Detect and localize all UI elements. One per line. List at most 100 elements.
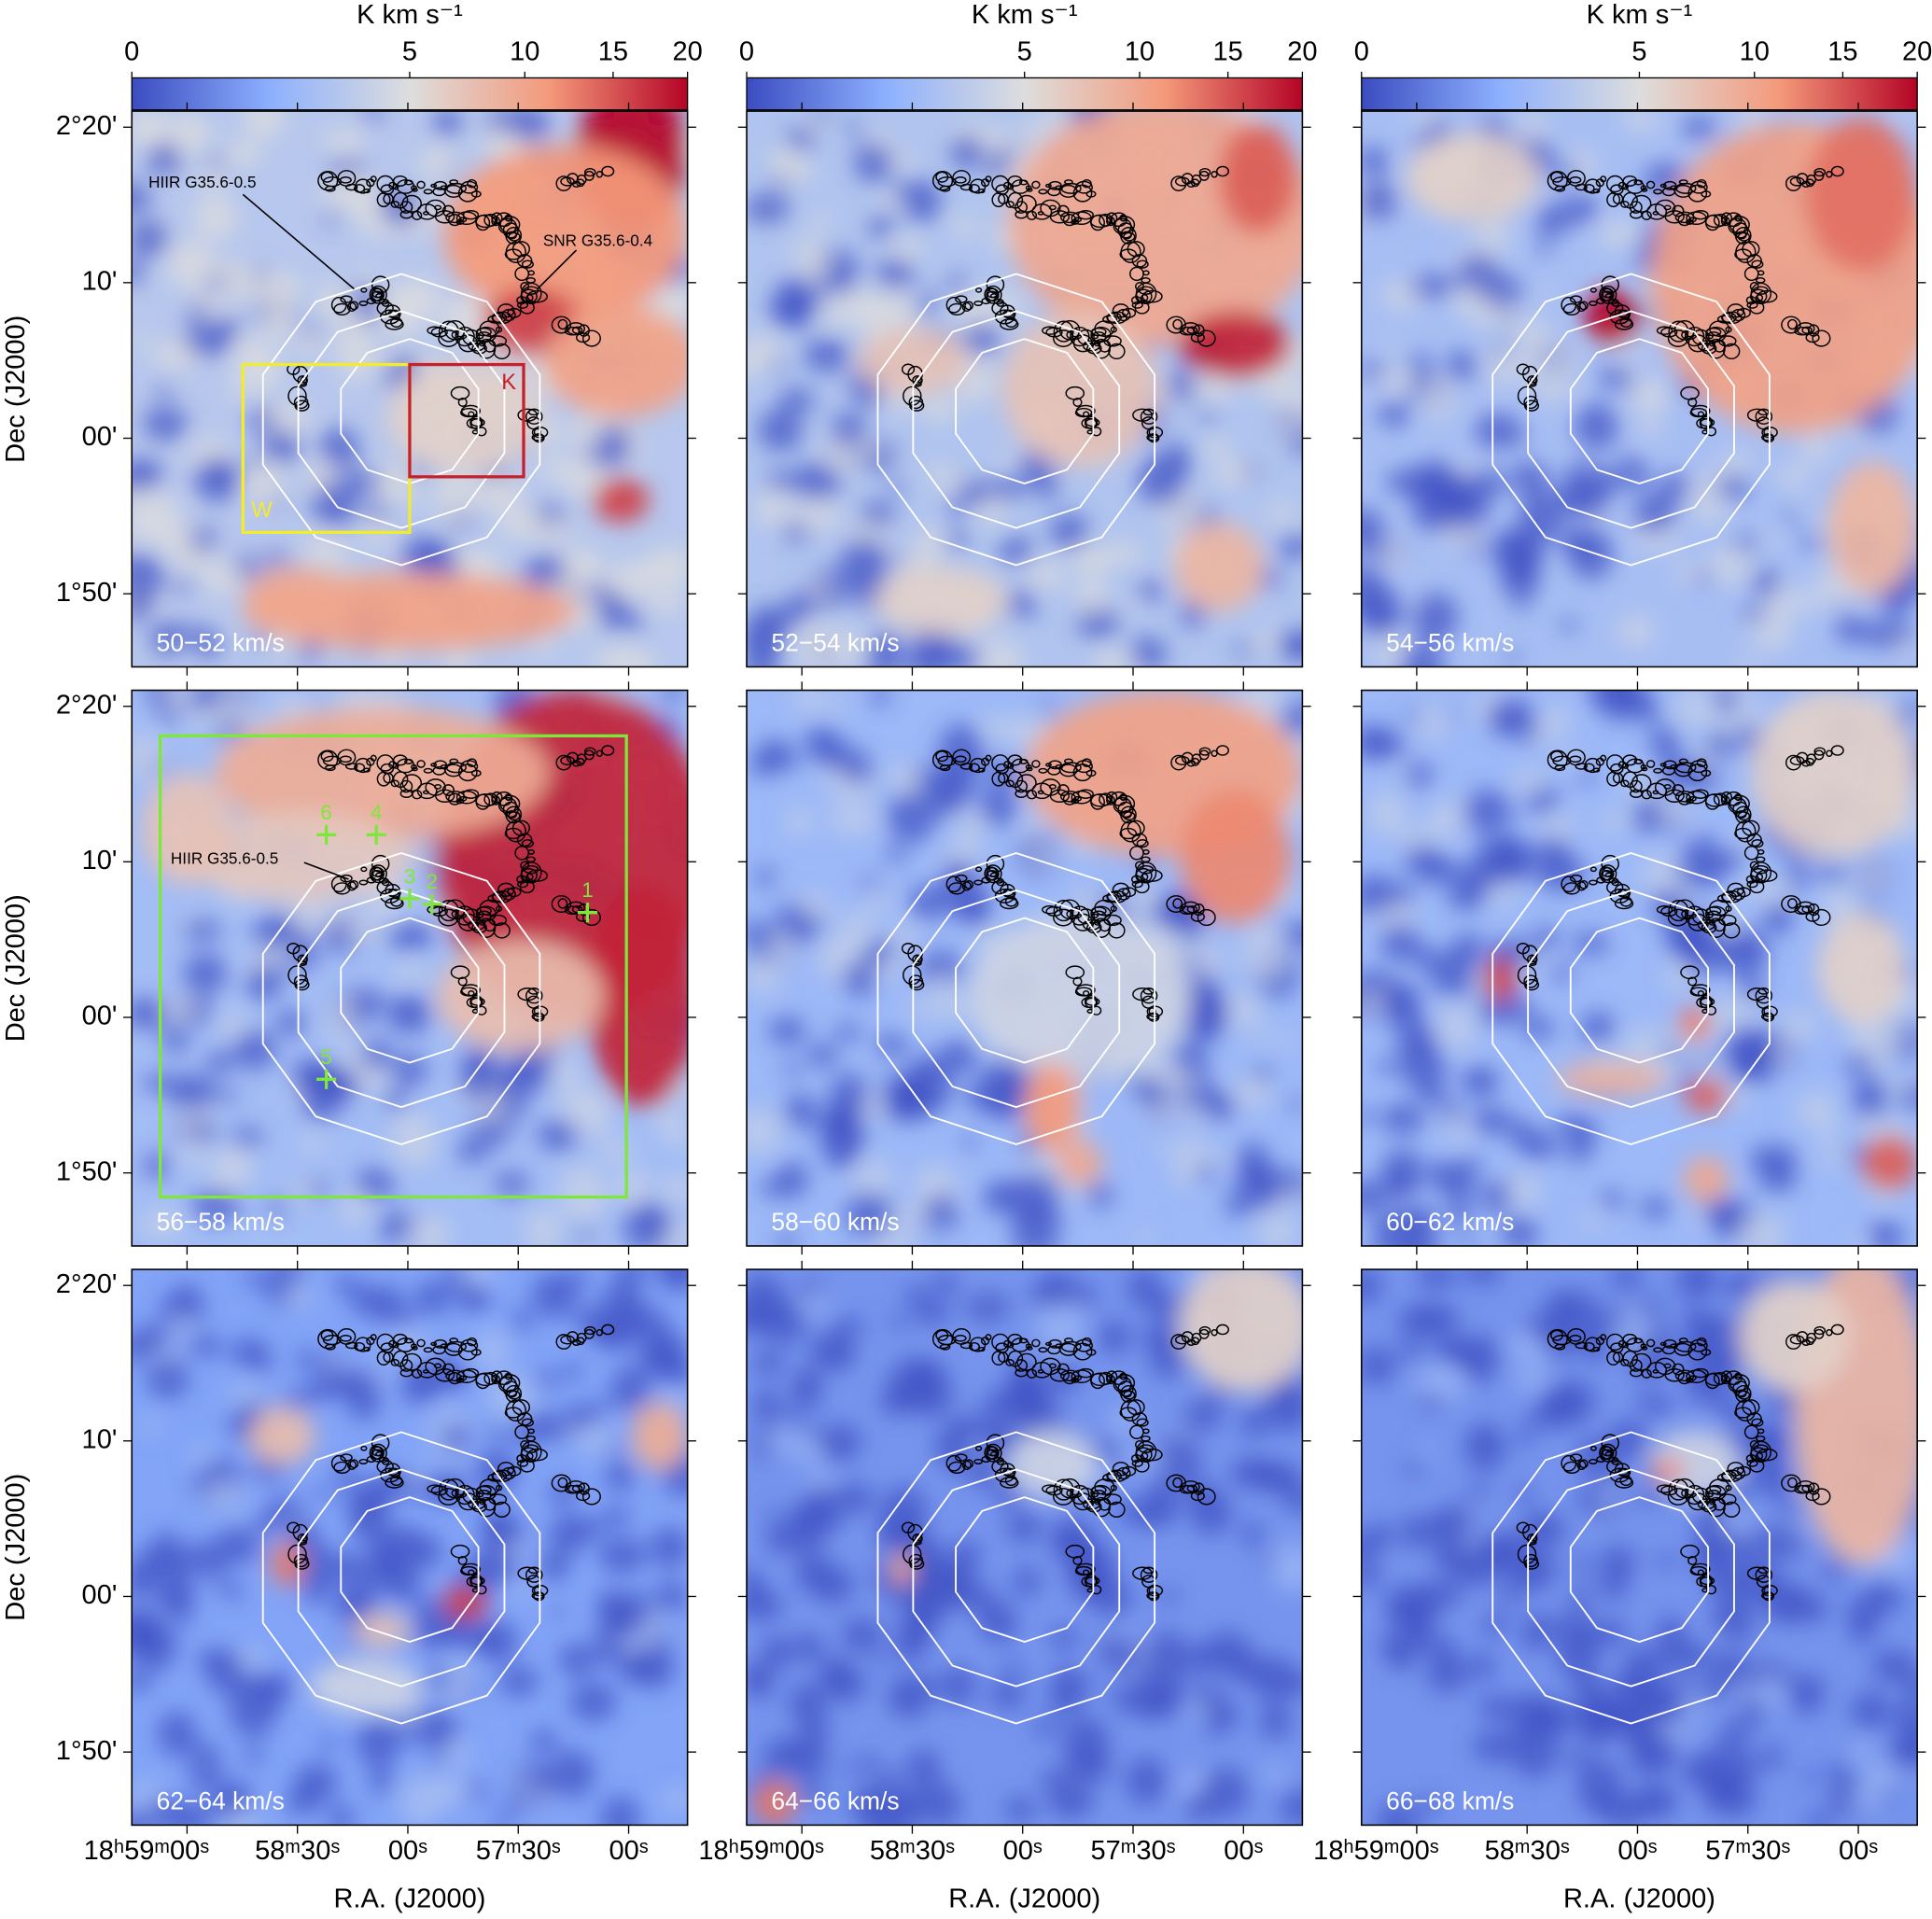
contour (488, 914, 508, 927)
map-noise (458, 1058, 497, 1103)
map-noise (1233, 641, 1256, 656)
map-noise (1123, 1499, 1168, 1529)
map-noise (1224, 1192, 1253, 1217)
map-noise (798, 1280, 825, 1298)
region-outline (340, 1496, 480, 1643)
map-noise (875, 1033, 907, 1058)
map-noise (1674, 561, 1701, 585)
contour (1059, 763, 1078, 777)
contour (1026, 766, 1033, 772)
contour (476, 1585, 487, 1595)
map-noise (230, 1338, 270, 1367)
map-noise (1167, 370, 1199, 401)
contour (1608, 877, 1619, 884)
contour (349, 1459, 359, 1469)
contour (1106, 216, 1115, 227)
contours (1516, 1324, 1844, 1602)
contour (1058, 1478, 1081, 1499)
map-noise (506, 1791, 527, 1811)
map-noise (972, 908, 988, 927)
map-noise (1223, 989, 1262, 1031)
contour (423, 767, 433, 774)
contour (986, 866, 1000, 881)
map-noise (1504, 651, 1522, 664)
contour (1072, 1555, 1083, 1565)
map-panel (1361, 690, 1918, 1246)
map-noise (1641, 1394, 1674, 1416)
map-noise (597, 1536, 647, 1574)
contour (404, 179, 413, 186)
contour (423, 189, 433, 195)
contour (475, 1372, 497, 1387)
contour (1761, 1591, 1774, 1600)
map-noise (293, 1387, 323, 1406)
map-noise (1520, 1614, 1553, 1649)
y-tick-label: 00' (82, 1002, 118, 1031)
map-noise (223, 1808, 262, 1826)
map-noise (1752, 567, 1780, 598)
contour (939, 1343, 951, 1351)
contour (1668, 320, 1689, 343)
map-noise (1550, 964, 1574, 982)
contour (505, 1384, 523, 1403)
contours (901, 165, 1229, 443)
map-noise (1399, 1338, 1421, 1362)
map-noise (445, 651, 471, 667)
contour (378, 877, 389, 884)
contour (986, 1434, 1005, 1452)
velocity-label: 58−60 km/s (771, 1208, 899, 1236)
contour (1606, 1459, 1624, 1474)
map-noise (1640, 854, 1679, 893)
contour (340, 874, 353, 883)
contour (959, 183, 973, 191)
map-noise (1771, 467, 1787, 482)
map-noise (907, 999, 937, 1017)
colorbar-tick-label: 15 (598, 37, 628, 67)
map-noise (438, 296, 484, 341)
contour (989, 293, 999, 299)
map-noise (1186, 937, 1204, 957)
map-noise (161, 996, 196, 1021)
contour (1130, 296, 1142, 305)
contour (501, 1466, 516, 1480)
contour (339, 1334, 352, 1342)
map-noise (407, 1214, 452, 1246)
region-outline (1527, 889, 1735, 1109)
contour (583, 1325, 596, 1336)
map-noise (655, 1579, 688, 1614)
map-noise (328, 1804, 355, 1826)
map-noise (1782, 510, 1799, 524)
contour (506, 810, 518, 819)
contour (1042, 326, 1058, 335)
map-noise (870, 690, 890, 706)
map-noise (1717, 1398, 1751, 1422)
contour (1796, 901, 1815, 915)
map-noise (1488, 698, 1535, 735)
contour (1090, 334, 1099, 340)
map-noise (1032, 1717, 1057, 1738)
contour (427, 1484, 443, 1493)
map-noise (1407, 353, 1432, 375)
contour (1641, 1346, 1648, 1351)
contour (521, 1418, 534, 1427)
map-noise (804, 338, 850, 372)
contour (1745, 1454, 1757, 1464)
map-noise (239, 1646, 264, 1671)
map-noise (758, 738, 791, 766)
map-noise (1086, 1181, 1113, 1209)
contour (984, 285, 1002, 304)
contour (1813, 749, 1825, 761)
map-noise (1269, 501, 1293, 527)
map-noise (537, 1368, 556, 1391)
velocity-label: 54−56 km/s (1386, 629, 1514, 657)
map-noise (1637, 344, 1653, 356)
contour (1014, 201, 1028, 214)
map-blob (187, 812, 410, 902)
contour (1025, 763, 1032, 770)
map-noise (810, 581, 830, 601)
map-noise (1734, 724, 1762, 750)
contour (1578, 1459, 1589, 1469)
map-noise (1262, 1763, 1287, 1784)
map-noise (155, 1586, 193, 1614)
contour (1018, 1338, 1029, 1344)
